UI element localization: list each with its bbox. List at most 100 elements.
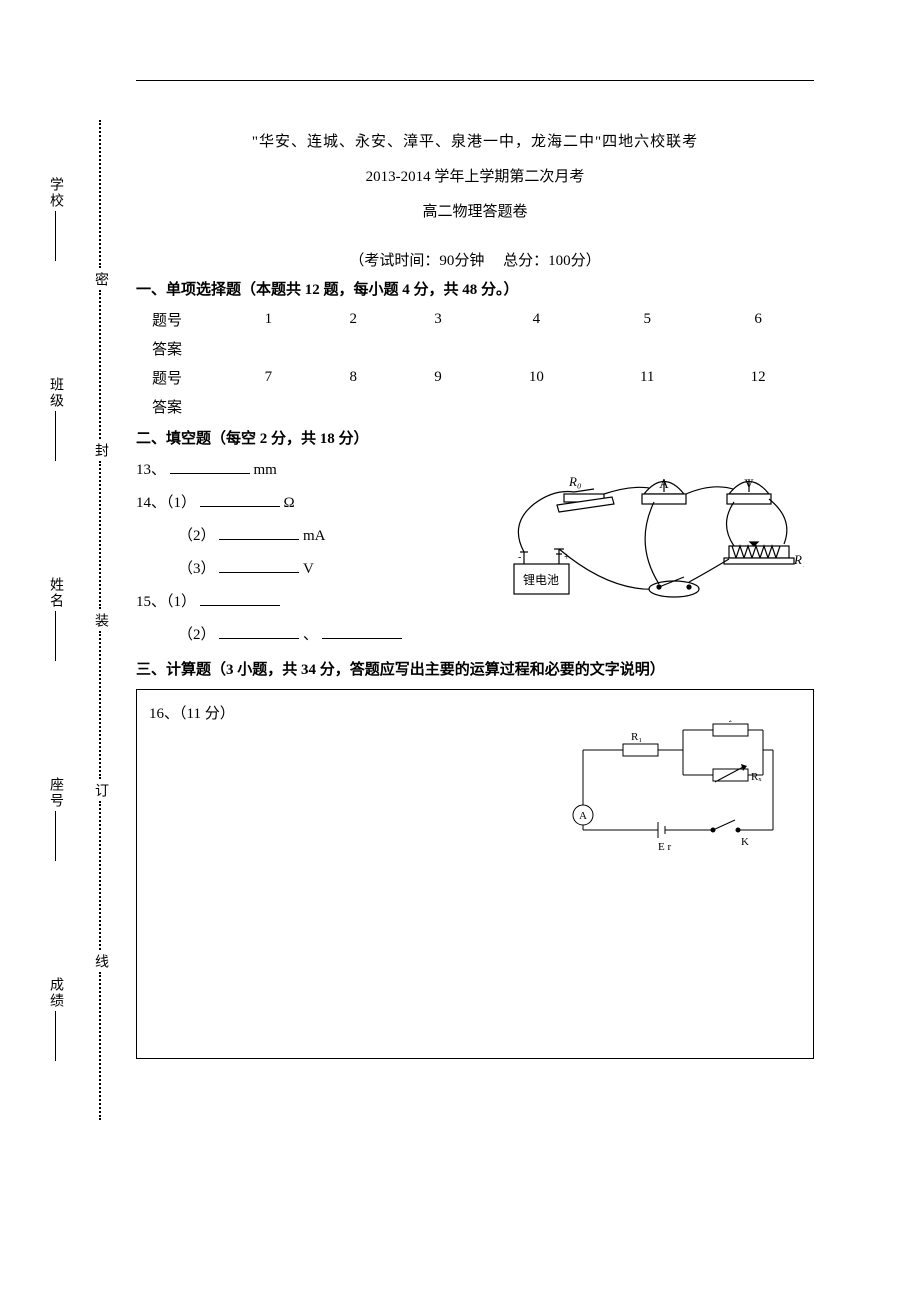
term-subtitle: 2013-2014 学年上学期第二次月考 [136,165,814,186]
binding-label: 座号 [45,777,65,809]
battery-label: 锂电池 [523,572,559,587]
q-number: 1 [226,305,311,334]
binding-label: 班级 [45,377,65,409]
binding-label: 学校 [45,177,65,209]
section1-header: 一、单项选择题（本题共 12 题，每小题 4 分，共 48 分。） [136,278,814,299]
row-label: 题号 [136,363,226,392]
answer-cell[interactable] [702,334,814,363]
q-label: 13、 [136,462,166,478]
blank-input[interactable] [219,624,299,639]
rx-label: Rₓ [751,771,762,783]
q-label: 15、 [136,594,166,610]
part-label: （2） [178,528,216,544]
binding-score: 成绩 [45,977,65,1063]
unit-label: Ω [284,495,295,511]
q-number: 7 [226,363,311,392]
blank-input[interactable] [200,591,280,606]
table-row: 答案 [136,334,814,363]
binding-seat: 座号 [45,777,65,863]
dotted-segment [99,120,101,268]
exam-info: （考试时间：90分钟 总分：100分） [136,249,814,270]
section2-header: 二、填空题（每空 2 分，共 18 分） [136,427,814,448]
subject-title: 高二物理答题卷 [136,200,814,221]
r1-label: R₁ [631,731,642,743]
row-label: 答案 [136,392,226,421]
row-label: 题号 [136,305,226,334]
dotted-segment [99,290,101,438]
source-label: E r [658,841,671,853]
dotted-segment [99,631,101,779]
answer-cell[interactable] [702,392,814,421]
q16-answer-box[interactable]: 16、（11 分） R₁ R₂ Rₓ [136,689,814,1059]
top-horizontal-rule [136,80,814,81]
answer-cell[interactable] [311,392,396,421]
section3-header: 三、计算题（3 小题，共 34 分，答题应写出主要的运算过程和必要的文字说明） [136,658,814,679]
binding-underline [55,611,56,661]
dotted-segment [99,801,101,949]
circuit-diagram-icon: 锂电池 - + R₀ [504,464,804,614]
answer-cell[interactable] [226,392,311,421]
q-number: 10 [480,363,592,392]
binding-info-column: 成绩 座号 姓名 班级 学校 [20,120,90,1120]
q15-line-2: （2） 、 [136,619,814,652]
binding-label: 成绩 [45,977,65,1009]
binding-name: 姓名 [45,577,65,663]
binding-school: 学校 [45,177,65,263]
answer-cell[interactable] [226,334,311,363]
binding-class: 班级 [45,377,65,463]
q-number: 5 [592,305,702,334]
table-row: 题号 7 8 9 10 11 12 [136,363,814,392]
blank-input[interactable] [200,492,280,507]
part-label: （2） [178,627,216,643]
answer-cell[interactable] [592,392,702,421]
dotted-segment [99,461,101,609]
q16-circuit-diagram-icon: R₁ R₂ Rₓ [563,720,783,860]
r0-label: R₀ [568,474,581,489]
switch-label: K [741,836,749,848]
fill-blank-section: 锂电池 - + R₀ [136,454,814,652]
answer-cell[interactable] [480,334,592,363]
part-label: （3） [178,561,216,577]
answer-cell[interactable] [480,392,592,421]
q-number: 6 [702,305,814,334]
seal-line-column: 线 订 装 封 密 [90,120,110,1120]
q-number: 4 [480,305,592,334]
seal-mark: 线 [90,950,110,972]
answer-cell[interactable] [396,334,481,363]
q-number: 11 [592,363,702,392]
blank-input[interactable] [219,558,299,573]
r1-label: R₁ [793,552,804,567]
svg-text:-: - [518,552,521,563]
blank-input[interactable] [322,624,402,639]
schools-title: "华安、连城、永安、漳平、泉港一中，龙海二中"四地六校联考 [136,130,814,151]
ammeter-label: A [659,476,669,491]
q-label: 14、 [136,495,166,511]
answer-cell[interactable] [592,334,702,363]
seal-mark: 装 [90,609,110,631]
answer-cell[interactable] [396,392,481,421]
q-number: 2 [311,305,396,334]
unit-label: mm [254,462,277,478]
blank-input[interactable] [219,525,299,540]
q-number: 3 [396,305,481,334]
binding-underline [55,811,56,861]
q-number: 9 [396,363,481,392]
binding-underline [55,1011,56,1061]
binding-underline [55,211,56,261]
unit-label: mA [303,528,326,544]
q16-label: 16、（11 分） [149,706,235,722]
voltmeter-label: V [744,476,754,491]
seal-mark: 封 [90,439,110,461]
answer-table: 题号 1 2 3 4 5 6 答案 题号 7 8 9 10 11 12 答案 [136,305,814,421]
blank-input[interactable] [170,459,250,474]
separator: 、 [303,627,318,643]
part-label: （1） [166,495,196,511]
answer-cell[interactable] [311,334,396,363]
table-row: 题号 1 2 3 4 5 6 [136,305,814,334]
binding-label: 姓名 [45,577,65,609]
binding-underline [55,411,56,461]
q-number: 8 [311,363,396,392]
part-label: （1） [166,594,196,610]
r2-label: R₂ [721,720,732,723]
seal-mark: 订 [90,779,110,801]
